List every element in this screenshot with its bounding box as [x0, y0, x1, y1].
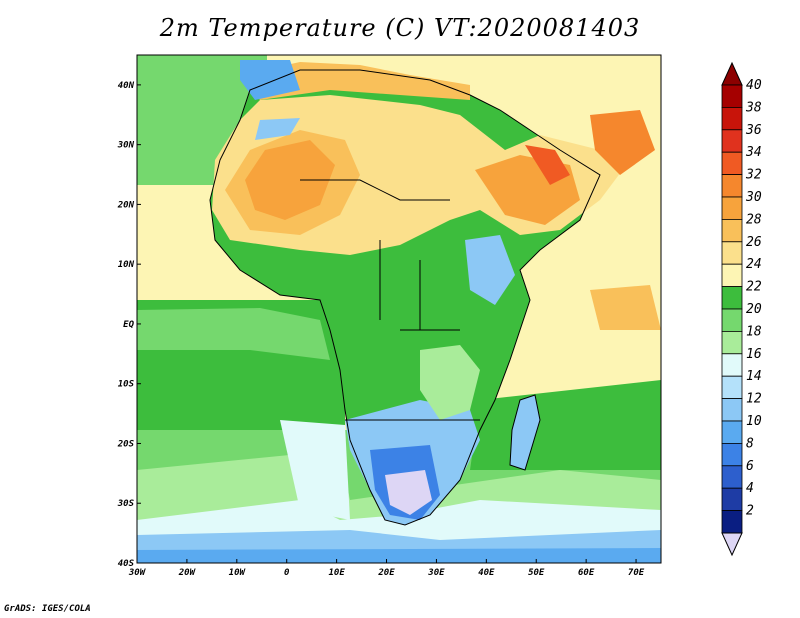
y-tick-label: 30N — [117, 141, 135, 151]
colorbar-label: 24 — [746, 257, 762, 272]
x-tick-label: 20E — [377, 568, 395, 578]
colorbar-label: 20 — [746, 302, 762, 317]
colorbar: 40 38 36 34 32 30 28 26 24 22 20 18 16 14 12 10 8 6 4 2 — [721, 61, 762, 557]
madagascar — [510, 395, 540, 470]
western-sahara-hotter — [245, 140, 335, 220]
colorbar-swatch — [721, 196, 743, 220]
benguela-cold — [280, 420, 350, 520]
tropical-atlantic-band — [137, 308, 330, 360]
x-tick-label: 10E — [328, 568, 345, 578]
colorbar-swatch — [721, 375, 743, 400]
colorbar-label: 30 — [745, 190, 762, 205]
y-tick-label: 40N — [118, 81, 135, 91]
y-tick-label: 20N — [117, 200, 135, 210]
temperature-field — [137, 55, 661, 563]
colorbar-label: 38 — [745, 100, 762, 115]
country-borders — [300, 179, 480, 421]
y-tick-label: 30S — [117, 499, 135, 509]
colorbar-label: 12 — [746, 392, 762, 407]
colorbar-label: 32 — [745, 168, 762, 183]
x-tick-label: 30E — [427, 568, 445, 578]
colorbar-swatch — [721, 420, 743, 444]
colorbar-swatch — [721, 465, 743, 489]
colorbar-swatch — [721, 129, 743, 153]
indian-ocean-warm — [590, 285, 661, 330]
colorbar-swatch — [721, 510, 743, 534]
colorbar-swatch — [721, 330, 743, 355]
colorbar-label: 22 — [746, 280, 762, 295]
y-tick-label: 10S — [118, 380, 135, 390]
map-frame — [136, 54, 662, 564]
southern-ocean-deep — [137, 548, 661, 563]
ethiopian-highlands — [465, 235, 515, 305]
colorbar-label: 40 — [746, 78, 762, 93]
x-tick-label: 40E — [478, 568, 495, 578]
colorbar-label: 18 — [746, 324, 762, 339]
highveld-coldest — [385, 470, 432, 515]
colorbar-swatch — [721, 442, 743, 467]
grads-credit: GrADS: IGES/COLA — [4, 604, 91, 614]
x-tick-label: 10W — [229, 568, 247, 578]
atlas-cool — [255, 118, 300, 140]
madagascar-coastline — [509, 394, 541, 471]
east-africa-plateau — [420, 345, 480, 420]
x-tick-label: 0 — [284, 568, 290, 578]
x-tick-label: 70E — [628, 568, 645, 578]
y-tick-label: 40S — [118, 559, 135, 569]
x-tick-label: 60E — [578, 568, 595, 578]
colorbar-label: 26 — [746, 235, 762, 250]
colorbar-swatch — [721, 84, 743, 108]
colorbar-label: 4 — [746, 481, 754, 496]
colorbar-label: 28 — [746, 212, 762, 227]
x-tick-label: 30W — [128, 568, 147, 578]
colorbar-label: 34 — [745, 145, 762, 160]
colorbar-swatch — [721, 151, 743, 175]
colorbar-label: 8 — [746, 436, 754, 451]
colorbar-label: 14 — [746, 369, 762, 384]
colorbar-swatch — [721, 241, 743, 265]
iran-hot — [590, 110, 655, 175]
iberia-cool — [240, 60, 300, 100]
y-tick-label: EQ — [123, 320, 134, 330]
gulf-hot — [525, 145, 570, 185]
coastlines — [209, 69, 601, 526]
x-tick-label: 50E — [528, 568, 545, 578]
y-tick-label: 20S — [117, 439, 135, 449]
colorbar-bottom-arrow — [721, 532, 743, 557]
colorbar-swatch — [721, 487, 743, 512]
colorbar-swatch — [721, 107, 743, 131]
colorbar-swatch — [721, 263, 743, 288]
colorbar-swatch — [721, 353, 743, 377]
africa-coastline — [209, 69, 601, 526]
x-axis: 30W 20W 10W 0 10E 20E 30E 40E 50E 60E 70E — [128, 559, 645, 578]
colorbar-label: 16 — [746, 347, 762, 362]
colorbar-label: 6 — [746, 459, 754, 474]
colorbar-label: 2 — [746, 504, 754, 519]
colorbar-label: 10 — [746, 414, 762, 429]
colorbar-top-arrow — [721, 61, 743, 86]
colorbar-swatch — [721, 398, 743, 422]
colorbar-swatch — [721, 174, 743, 198]
y-tick-label: 10N — [118, 260, 135, 270]
colorbar-label: 36 — [745, 123, 762, 138]
x-tick-label: 20W — [178, 568, 197, 578]
colorbar-swatch — [721, 218, 743, 243]
y-axis: 40N 30N 20N 10N EQ 10S 20S 30S 40S — [117, 81, 141, 569]
colorbar-swatch — [721, 286, 743, 310]
colorbar-swatch — [721, 308, 743, 332]
map-title: 2m Temperature (C) VT:2020081403 — [159, 14, 641, 42]
